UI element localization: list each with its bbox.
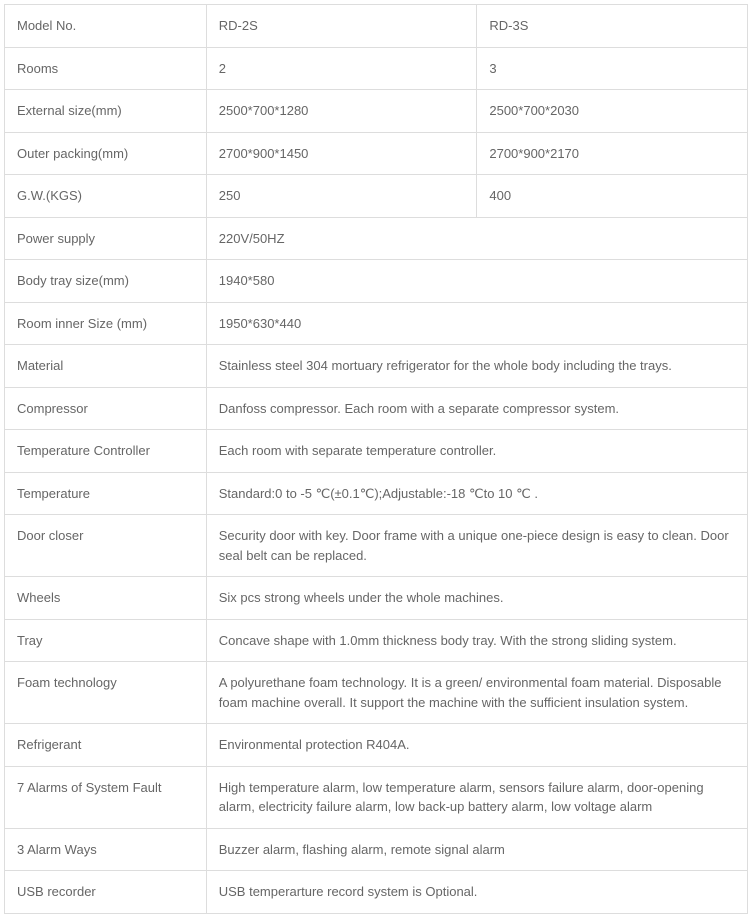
table-row: 3 Alarm Ways Buzzer alarm, flashing alar… bbox=[5, 828, 748, 871]
row-value-merged: 220V/50HZ bbox=[206, 217, 747, 260]
row-value-1: RD-2S bbox=[206, 5, 477, 48]
table-row: External size(mm) 2500*700*1280 2500*700… bbox=[5, 90, 748, 133]
row-value-merged: USB temperarture record system is Option… bbox=[206, 871, 747, 914]
row-label: Body tray size(mm) bbox=[5, 260, 207, 303]
row-label: Wheels bbox=[5, 577, 207, 620]
table-row: Temperature Standard:0 to -5 ℃(±0.1℃);Ad… bbox=[5, 472, 748, 515]
spec-table: Model No. RD-2S RD-3S Rooms 2 3 External… bbox=[4, 4, 748, 914]
row-value-merged: Standard:0 to -5 ℃(±0.1℃);Adjustable:-18… bbox=[206, 472, 747, 515]
row-value-1: 2500*700*1280 bbox=[206, 90, 477, 133]
row-value-2: 2500*700*2030 bbox=[477, 90, 748, 133]
table-row: Compressor Danfoss compressor. Each room… bbox=[5, 387, 748, 430]
row-label: Room inner Size (mm) bbox=[5, 302, 207, 345]
table-row: Room inner Size (mm) 1950*630*440 bbox=[5, 302, 748, 345]
row-value-1: 2700*900*1450 bbox=[206, 132, 477, 175]
table-row: Wheels Six pcs strong wheels under the w… bbox=[5, 577, 748, 620]
row-label: Rooms bbox=[5, 47, 207, 90]
row-label: Tray bbox=[5, 619, 207, 662]
row-value-merged: Stainless steel 304 mortuary refrigerato… bbox=[206, 345, 747, 388]
row-value-2: 400 bbox=[477, 175, 748, 218]
row-label: External size(mm) bbox=[5, 90, 207, 133]
row-value-merged: Buzzer alarm, flashing alarm, remote sig… bbox=[206, 828, 747, 871]
table-row: Model No. RD-2S RD-3S bbox=[5, 5, 748, 48]
row-value-merged: High temperature alarm, low temperature … bbox=[206, 766, 747, 828]
row-value-merged: 1940*580 bbox=[206, 260, 747, 303]
row-label: Door closer bbox=[5, 515, 207, 577]
table-row: Foam technology A polyurethane foam tech… bbox=[5, 662, 748, 724]
table-row: USB recorder USB temperarture record sys… bbox=[5, 871, 748, 914]
row-value-merged: 1950*630*440 bbox=[206, 302, 747, 345]
table-row: G.W.(KGS) 250 400 bbox=[5, 175, 748, 218]
row-label: USB recorder bbox=[5, 871, 207, 914]
row-label: Compressor bbox=[5, 387, 207, 430]
table-row: Power supply 220V/50HZ bbox=[5, 217, 748, 260]
table-row: 7 Alarms of System Fault High temperatur… bbox=[5, 766, 748, 828]
row-value-merged: A polyurethane foam technology. It is a … bbox=[206, 662, 747, 724]
table-row: Rooms 2 3 bbox=[5, 47, 748, 90]
row-value-1: 250 bbox=[206, 175, 477, 218]
row-label: Material bbox=[5, 345, 207, 388]
row-value-2: 2700*900*2170 bbox=[477, 132, 748, 175]
row-label: 7 Alarms of System Fault bbox=[5, 766, 207, 828]
row-label: G.W.(KGS) bbox=[5, 175, 207, 218]
table-row: Body tray size(mm) 1940*580 bbox=[5, 260, 748, 303]
row-label: Temperature bbox=[5, 472, 207, 515]
table-row: Door closer Security door with key. Door… bbox=[5, 515, 748, 577]
row-value-merged: Danfoss compressor. Each room with a sep… bbox=[206, 387, 747, 430]
row-value-merged: Environmental protection R404A. bbox=[206, 724, 747, 767]
row-label: Temperature Controller bbox=[5, 430, 207, 473]
row-label: 3 Alarm Ways bbox=[5, 828, 207, 871]
row-value-2: RD-3S bbox=[477, 5, 748, 48]
table-row: Material Stainless steel 304 mortuary re… bbox=[5, 345, 748, 388]
row-value-merged: Each room with separate temperature cont… bbox=[206, 430, 747, 473]
table-row: Tray Concave shape with 1.0mm thickness … bbox=[5, 619, 748, 662]
row-label: Refrigerant bbox=[5, 724, 207, 767]
row-value-1: 2 bbox=[206, 47, 477, 90]
row-value-merged: Concave shape with 1.0mm thickness body … bbox=[206, 619, 747, 662]
row-label: Outer packing(mm) bbox=[5, 132, 207, 175]
table-row: Refrigerant Environmental protection R40… bbox=[5, 724, 748, 767]
row-label: Foam technology bbox=[5, 662, 207, 724]
table-row: Outer packing(mm) 2700*900*1450 2700*900… bbox=[5, 132, 748, 175]
row-value-merged: Six pcs strong wheels under the whole ma… bbox=[206, 577, 747, 620]
row-label: Power supply bbox=[5, 217, 207, 260]
row-value-2: 3 bbox=[477, 47, 748, 90]
row-label: Model No. bbox=[5, 5, 207, 48]
table-row: Temperature Controller Each room with se… bbox=[5, 430, 748, 473]
row-value-merged: Security door with key. Door frame with … bbox=[206, 515, 747, 577]
spec-table-body: Model No. RD-2S RD-3S Rooms 2 3 External… bbox=[5, 5, 748, 914]
